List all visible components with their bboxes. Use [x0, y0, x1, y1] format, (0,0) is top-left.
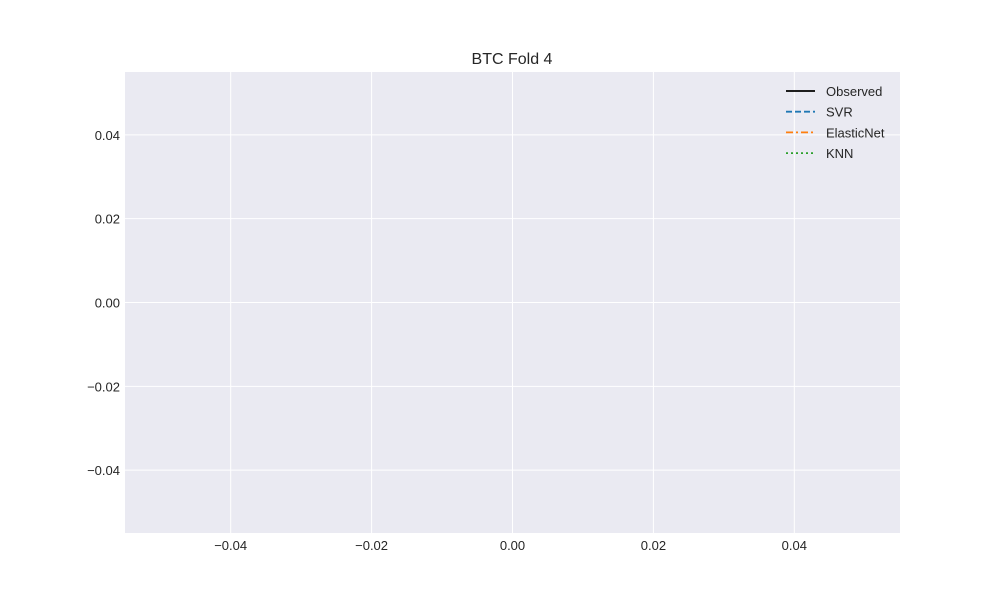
- y-tick-label: 0.02: [95, 212, 120, 227]
- legend-item: Observed: [786, 84, 882, 99]
- x-tick-label: 0.00: [500, 538, 525, 553]
- y-tick-label: 0.04: [95, 128, 120, 143]
- legend-label: ElasticNet: [826, 125, 885, 140]
- legend-label: Observed: [826, 84, 882, 99]
- y-tick-label: −0.04: [87, 463, 120, 478]
- x-axis-ticks: −0.04 −0.02 0.00 0.02 0.04: [214, 538, 807, 553]
- y-tick-label: −0.02: [87, 379, 120, 394]
- legend-item: KNN: [786, 146, 853, 161]
- y-axis-ticks: 0.04 0.02 0.00 −0.02 −0.04: [87, 128, 120, 478]
- legend: Observed SVR ElasticNet KNN: [786, 84, 885, 161]
- chart-title: BTC Fold 4: [472, 51, 553, 68]
- x-tick-label: 0.02: [641, 538, 666, 553]
- x-tick-label: −0.04: [214, 538, 247, 553]
- y-tick-label: 0.00: [95, 296, 120, 311]
- grid-lines: [125, 72, 900, 533]
- legend-label: SVR: [826, 105, 853, 120]
- x-tick-label: 0.04: [782, 538, 807, 553]
- legend-label: KNN: [826, 146, 853, 161]
- legend-item: SVR: [786, 105, 853, 120]
- x-tick-label: −0.02: [355, 538, 388, 553]
- legend-item: ElasticNet: [786, 125, 885, 140]
